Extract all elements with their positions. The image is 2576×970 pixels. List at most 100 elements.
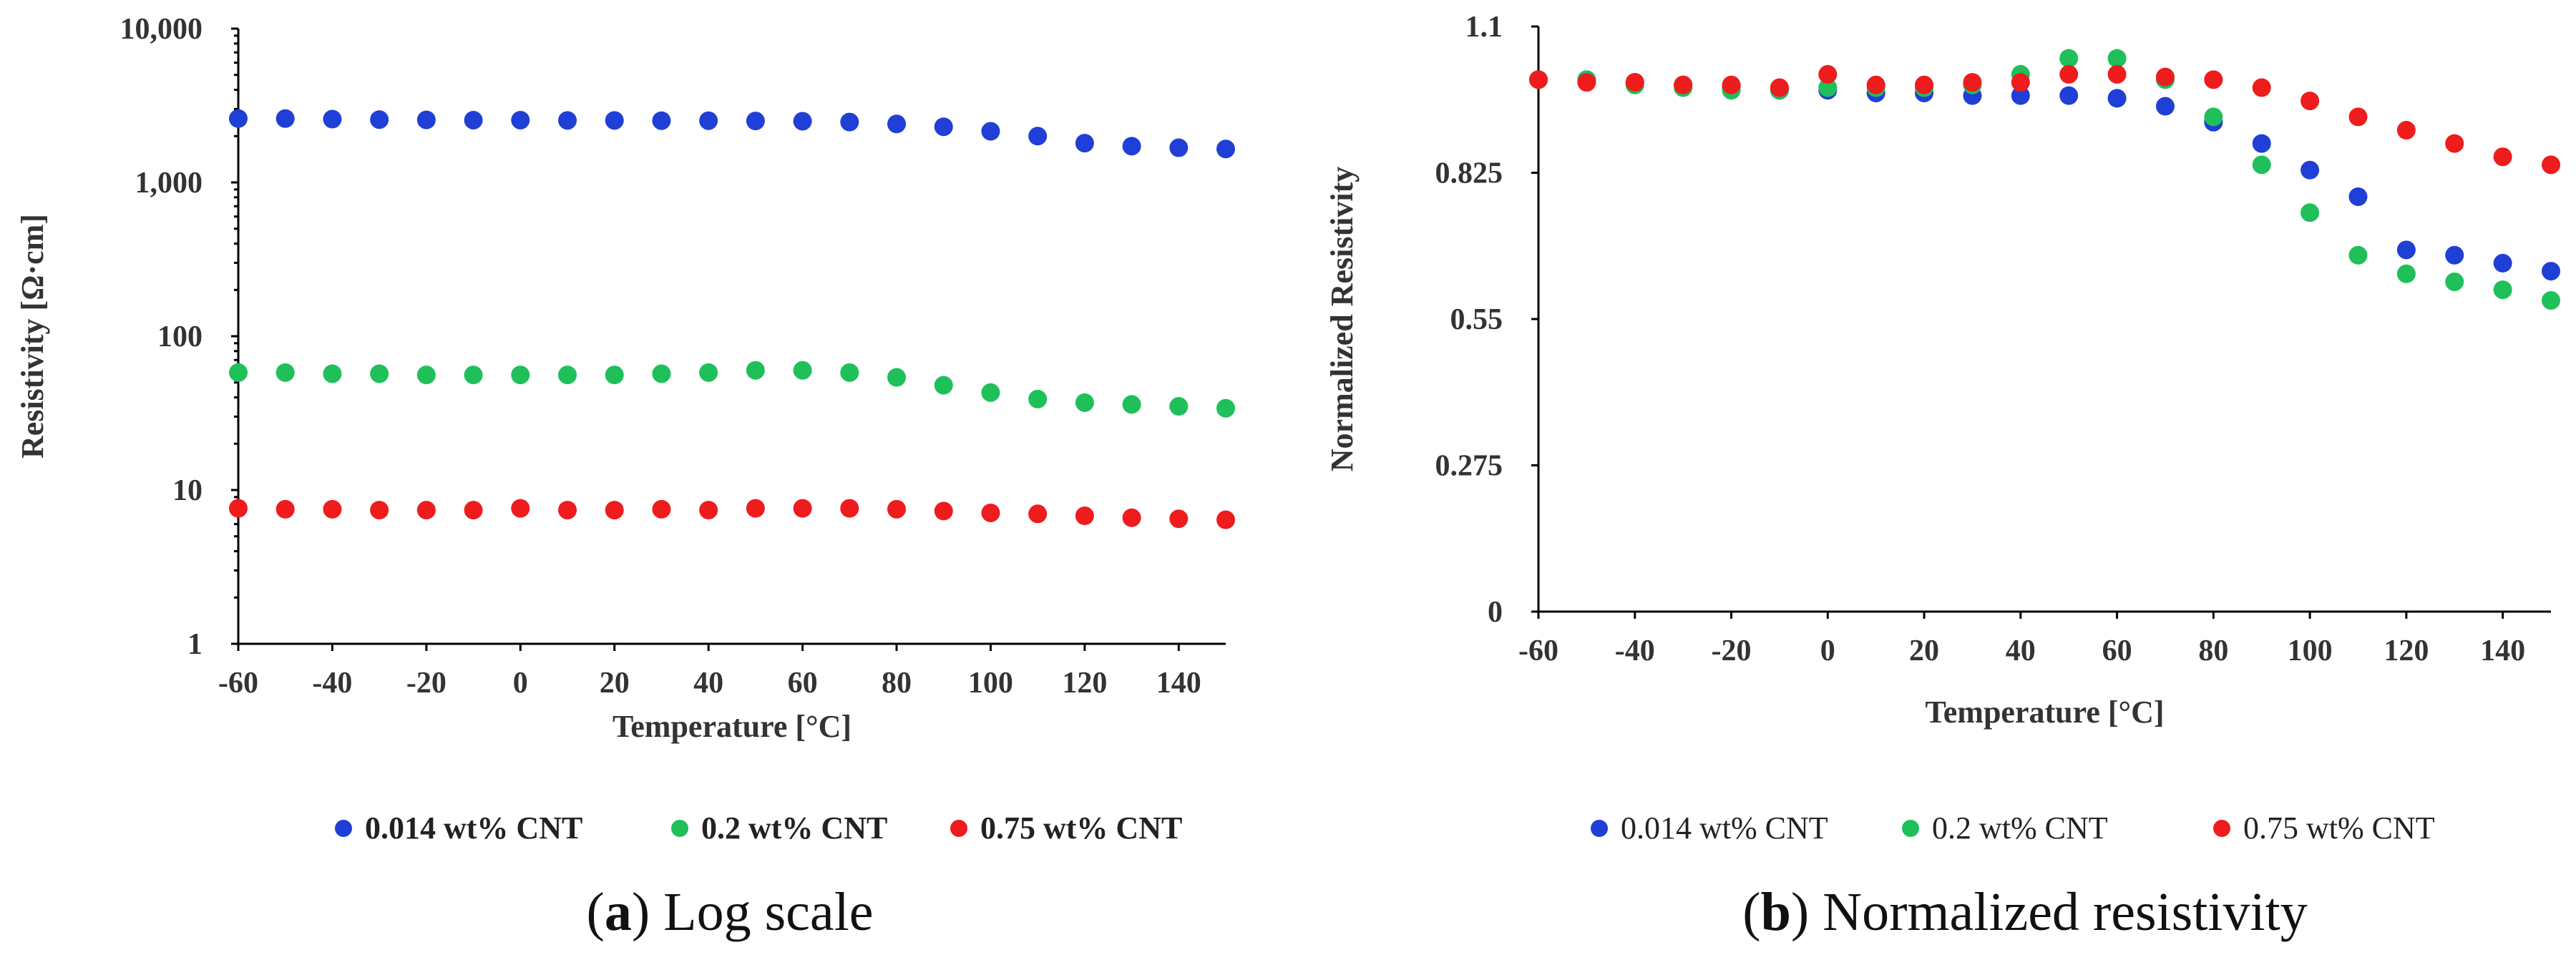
data-point	[605, 366, 624, 385]
x-tick-label: 60	[2102, 635, 2132, 667]
data-point	[2542, 262, 2560, 281]
data-point	[275, 499, 295, 519]
data-point	[746, 499, 765, 518]
data-point	[1963, 73, 1982, 92]
y-axis-label: Resistivity [Ω·cm]	[15, 214, 50, 459]
legend-marker	[335, 820, 352, 837]
data-point	[2107, 49, 2127, 68]
data-point	[2301, 203, 2320, 222]
panel-b-chart: 0 0.275 0.55 0.825 1.1 -60 -40 -20 0 20 40 60 80 100 1…	[1324, 11, 2560, 942]
legend-entry: 0.75 wt% CNT	[2213, 810, 2435, 846]
y-tick-label: 0.825	[1435, 157, 1503, 190]
legend-label: 0.75 wt% CNT	[980, 810, 1182, 846]
data-point	[1625, 73, 1644, 92]
data-point	[511, 366, 530, 385]
data-point	[840, 363, 859, 382]
legend-label: 0.014 wt% CNT	[1621, 810, 1828, 846]
series-0-75-wt-cnt	[1529, 64, 2560, 175]
x-tick-label: -40	[1615, 635, 1655, 667]
y-tick-label: 100	[157, 320, 203, 353]
data-point	[416, 110, 436, 129]
data-point	[887, 499, 906, 519]
data-point	[652, 364, 671, 383]
data-point	[464, 110, 483, 129]
data-point	[2542, 290, 2560, 310]
legend-entry: 0.2 wt% CNT	[671, 810, 887, 846]
data-point	[2542, 155, 2560, 175]
x-tick-label: 0	[1820, 635, 1835, 667]
data-point	[2301, 160, 2320, 180]
data-point	[699, 363, 718, 382]
data-point	[746, 361, 765, 380]
x-axis-label: Temperature [°C]	[1925, 695, 2164, 730]
data-point	[1577, 73, 1596, 92]
legend-label: 0.2 wt% CNT	[1932, 810, 2108, 846]
data-point	[1028, 389, 1048, 408]
legend-label: 0.014 wt% CNT	[365, 810, 582, 846]
data-point	[511, 499, 530, 518]
data-point	[275, 109, 295, 128]
data-point	[2107, 89, 2127, 108]
data-point	[2107, 64, 2127, 84]
data-point	[323, 499, 342, 519]
data-point	[1122, 395, 1141, 414]
data-point	[840, 499, 859, 518]
series-0-75-wt-cnt	[229, 499, 1235, 529]
data-point	[2396, 121, 2416, 140]
data-point	[2059, 64, 2079, 84]
caption-letter: a	[605, 882, 632, 942]
data-point	[2155, 97, 2175, 116]
y-tick-label: 1.1	[1465, 11, 1503, 44]
legend-marker	[950, 820, 967, 837]
x-tick-label: 60	[788, 667, 818, 700]
data-point	[1674, 75, 1693, 94]
data-point	[229, 109, 248, 128]
panel-caption: (a) Log scale	[587, 882, 874, 942]
y-tick-label: 10	[172, 474, 203, 507]
data-point	[605, 501, 624, 520]
data-point	[840, 112, 859, 132]
data-point	[2445, 272, 2464, 291]
data-point	[2396, 240, 2416, 260]
data-point	[1028, 504, 1048, 524]
x-tick-label: -20	[1712, 635, 1752, 667]
y-tick-label: 1	[187, 628, 203, 661]
series-0-014-wt-cnt	[1529, 70, 2560, 281]
data-point	[2252, 155, 2271, 175]
data-point	[2204, 107, 2223, 127]
x-tick-label: 120	[2384, 635, 2429, 667]
data-point	[370, 364, 389, 383]
series-0-014-wt-cnt	[229, 109, 1235, 159]
data-point	[1915, 75, 1934, 94]
x-tick-label: 40	[2006, 635, 2036, 667]
data-point	[2493, 147, 2512, 167]
data-point	[1818, 78, 1838, 97]
data-point	[2252, 134, 2271, 153]
x-tick-label: 80	[2198, 635, 2228, 667]
x-tick-label: -40	[312, 667, 352, 700]
x-tick-label: 140	[1156, 667, 1201, 700]
data-point	[370, 501, 389, 520]
data-point	[793, 112, 812, 131]
data-point	[2011, 86, 2030, 105]
legend-label: 0.75 wt% CNT	[2243, 810, 2435, 846]
x-tick-label: -60	[1518, 635, 1558, 667]
x-tick-label: 80	[882, 667, 912, 700]
data-point	[2155, 67, 2175, 87]
x-tick-label: 140	[2480, 635, 2525, 667]
y-tick-label: 0.275	[1435, 450, 1503, 483]
data-point	[2348, 107, 2368, 127]
data-point	[746, 112, 765, 131]
data-point	[1028, 127, 1048, 146]
x-tick-label: 0	[513, 667, 528, 700]
legend-entry: 0.75 wt% CNT	[950, 810, 1182, 846]
data-point	[1122, 508, 1141, 527]
data-point	[416, 501, 436, 520]
data-point	[1169, 397, 1189, 416]
data-point	[1216, 510, 1235, 529]
data-point	[699, 501, 718, 520]
legend-entry: 0.014 wt% CNT	[1591, 810, 1828, 846]
data-point	[887, 368, 906, 387]
y-axis-label: Normalized Resistivity	[1324, 167, 1360, 471]
